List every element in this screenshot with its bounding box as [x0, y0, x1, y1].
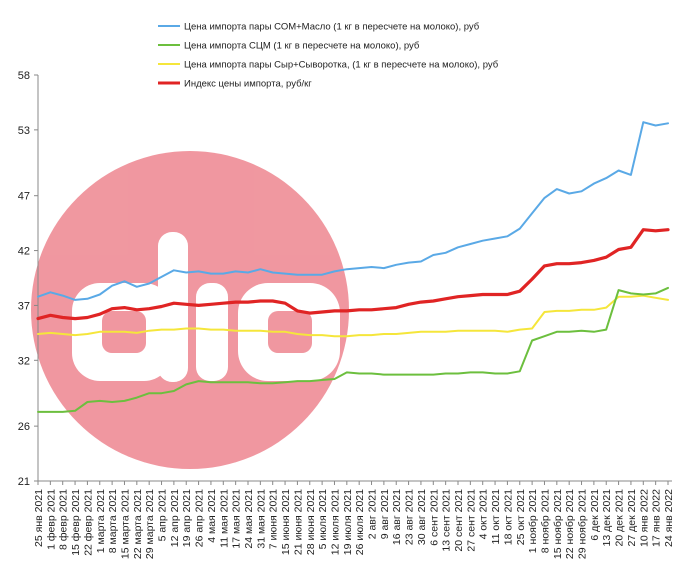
x-tick-label: 8 февр 2021	[58, 489, 70, 550]
x-tick-label: 11 мая 2021	[218, 489, 230, 548]
x-tick-label: 7 июня 2021	[268, 489, 280, 549]
x-tick-label: 25 окт 2021	[515, 489, 527, 545]
y-tick-label: 53	[18, 125, 30, 137]
x-tick-label: 21 июня 2021	[292, 489, 304, 555]
x-tick-label: 4 окт 2021	[478, 489, 490, 540]
x-tick-label: 30 авг 2021	[416, 489, 428, 545]
x-tick-label: 1 февр 2021	[45, 489, 57, 550]
series-lines	[36, 121, 670, 413]
y-tick-label: 26	[18, 421, 30, 433]
series-line-3	[37, 294, 669, 338]
watermark-circle	[31, 151, 349, 469]
x-tick-label: 24 янв 2022	[663, 489, 675, 547]
x-tick-label: 31 мая 2021	[255, 489, 267, 549]
y-tick-label: 21	[18, 476, 30, 488]
x-tick-label: 20 дек 2021	[614, 489, 626, 547]
x-tick-label: 12 апр 2021	[169, 489, 181, 547]
x-tick-label: 25 янв 2021	[33, 489, 45, 547]
x-tick-label: 2 авг 2021	[367, 489, 379, 539]
x-tick-label: 11 окт 2021	[490, 489, 502, 545]
x-tick-label: 22 марта 2021	[132, 489, 144, 559]
x-tick-label: 18 окт 2021	[502, 489, 514, 545]
legend-label: Цена импорта пары СОМ+Масло (1 кг в пере…	[184, 22, 480, 33]
x-tick-label: 5 июля 2021	[317, 489, 329, 550]
x-tick-label: 8 ноябр 2021	[539, 489, 551, 553]
legend-label: Индекс цены импорта, руб/кг	[184, 79, 312, 90]
x-tick-label: 6 дек 2021	[589, 489, 601, 541]
legend-label: Цена импорта СЦМ (1 кг в пересчете на мо…	[184, 41, 420, 52]
y-axis-ticks: 21 26 32 37 42 47 53 58	[18, 70, 38, 488]
axes	[37, 75, 672, 482]
x-tick-label: 17 мая 2021	[231, 489, 243, 549]
x-tick-label: 15 февр 2021	[70, 489, 82, 556]
x-tick-label: 13 сент 2021	[441, 489, 453, 552]
x-tick-label: 19 апр 2021	[181, 489, 193, 547]
series-line-1	[37, 121, 669, 301]
x-axis-ticks: 25 янв 2021 1 февр 2021 8 февр 2021 15 февр…	[33, 481, 675, 559]
x-tick-label: 24 мая 2021	[243, 489, 255, 549]
x-tick-label: 9 авг 2021	[379, 489, 391, 539]
x-tick-label: 19 июля 2021	[342, 489, 354, 555]
x-tick-label: 17 янв 2022	[651, 489, 663, 547]
x-tick-label: 22 февр 2021	[82, 489, 94, 556]
x-tick-label: 27 сент 2021	[465, 489, 477, 552]
x-tick-label: 27 дек 2021	[626, 489, 638, 547]
x-tick-label: 15 ноябр 2021	[552, 489, 564, 559]
x-tick-label: 1 ноябр 2021	[527, 489, 539, 553]
y-tick-label: 32	[18, 355, 30, 367]
x-tick-label: 26 апр 2021	[194, 489, 206, 547]
legend: Цена импорта пары СОМ+Масло (1 кг в пере…	[158, 22, 499, 90]
x-tick-label: 10 янв 2022	[638, 489, 650, 547]
x-tick-label: 28 июня 2021	[305, 489, 317, 555]
series-line-4	[36, 228, 670, 321]
x-tick-label: 26 июля 2021	[354, 489, 366, 555]
x-tick-label: 22 ноябр 2021	[564, 489, 576, 559]
x-tick-label: 5 апр 2021	[157, 489, 169, 542]
y-tick-label: 37	[18, 300, 30, 312]
y-tick-label: 42	[18, 246, 30, 258]
x-tick-label: 20 сент 2021	[453, 489, 465, 552]
x-tick-label: 29 ноябр 2021	[577, 489, 589, 559]
x-tick-label: 16 авг 2021	[391, 489, 403, 545]
x-tick-label: 8 марта 2021	[107, 489, 119, 553]
x-tick-label: 6 сент 2021	[428, 489, 440, 546]
y-tick-label: 47	[18, 191, 30, 203]
x-tick-label: 23 авг 2021	[404, 489, 416, 545]
x-tick-label: 15 июня 2021	[280, 489, 292, 555]
x-tick-label: 29 марта 2021	[144, 489, 156, 559]
legend-label: Цена импорта пары Сыр+Сыворотка, (1 кг в…	[184, 60, 499, 71]
x-tick-label: 15 марта 2021	[119, 489, 131, 559]
x-tick-label: 4 мая 2021	[206, 489, 218, 543]
series-line-2	[37, 286, 669, 413]
x-tick-label: 13 дек 2021	[601, 489, 613, 547]
x-tick-label: 1 марта 2021	[95, 489, 107, 553]
x-tick-label: 12 июля 2021	[329, 489, 341, 555]
y-tick-label: 58	[18, 70, 30, 82]
